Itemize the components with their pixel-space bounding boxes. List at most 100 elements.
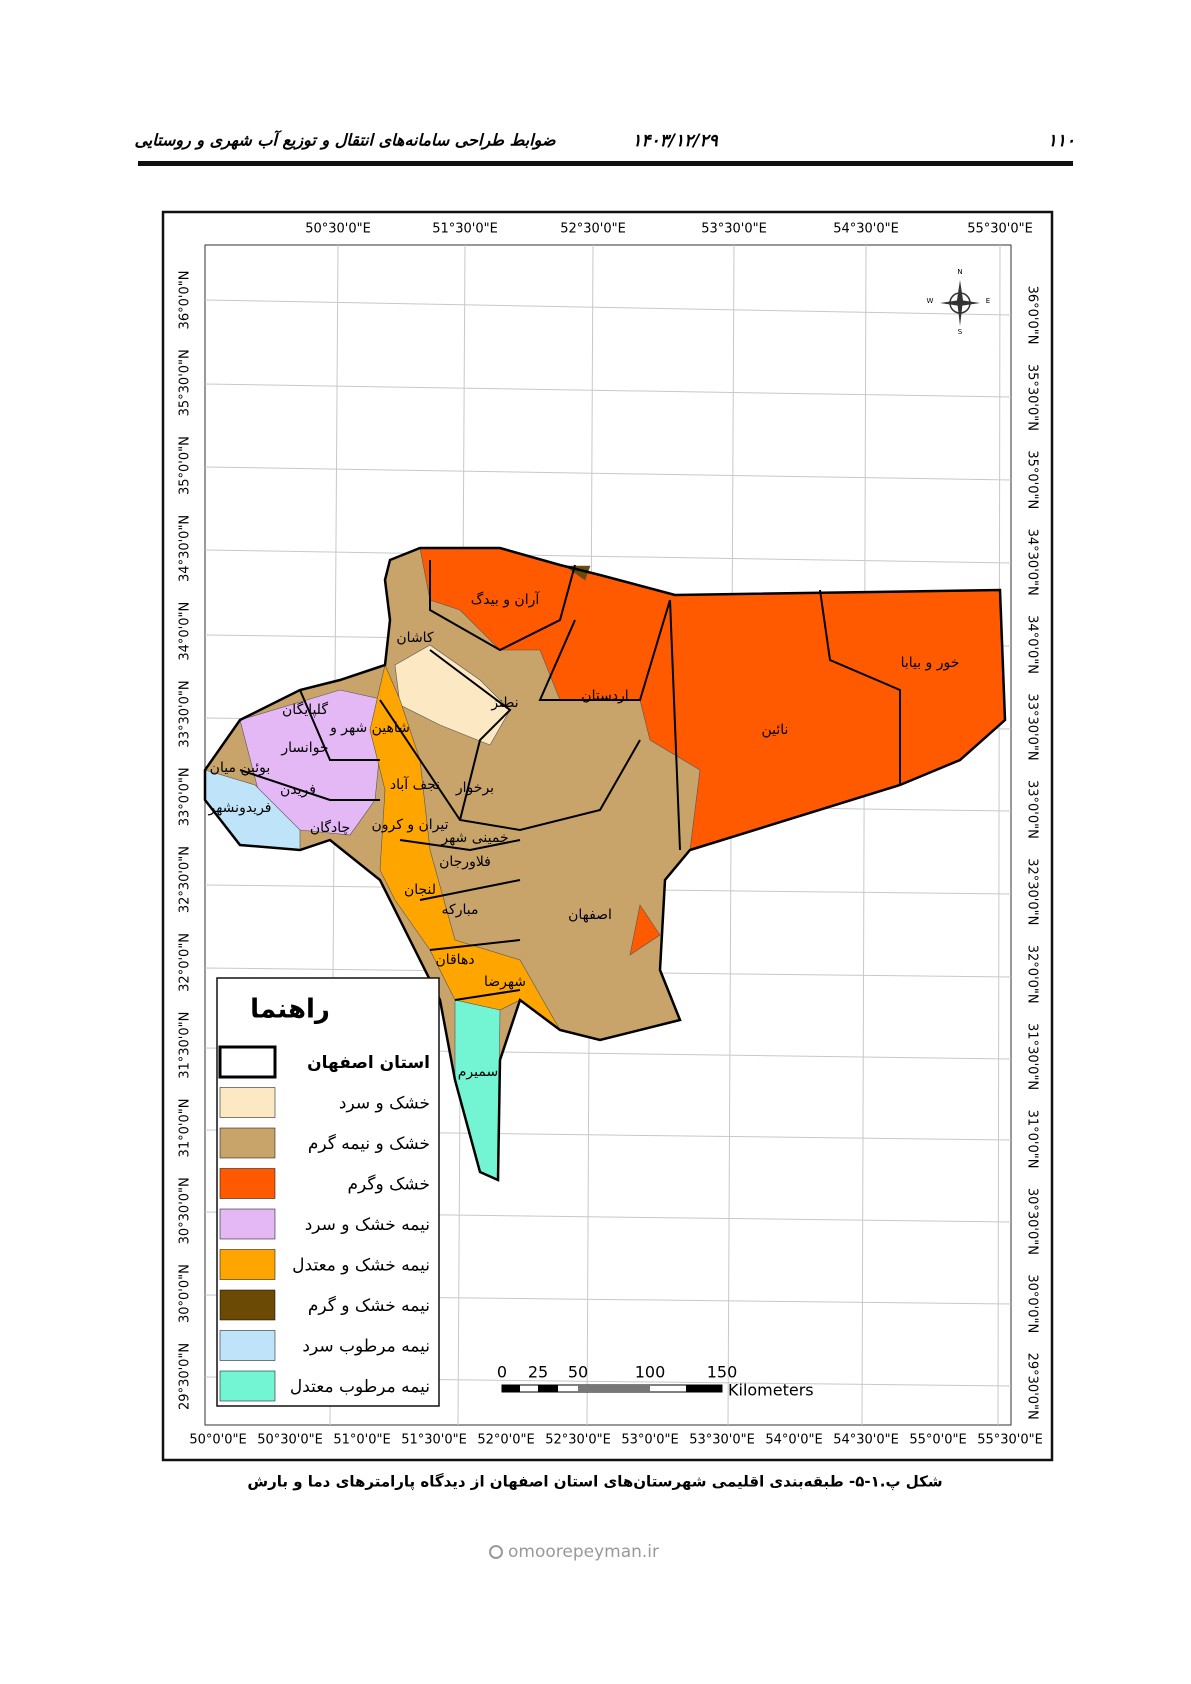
district-label: اردستان bbox=[581, 688, 628, 704]
legend-label: نیمه مرطوب سرد bbox=[302, 1337, 430, 1357]
right-tick-label: 31°0'0"N bbox=[1025, 1110, 1040, 1169]
right-tick-label: 34°0'0"N bbox=[1025, 615, 1040, 674]
legend-swatch bbox=[218, 1045, 277, 1079]
district-label: مبارکه bbox=[442, 902, 479, 918]
left-tick-label: 30°0'0"N bbox=[178, 1264, 193, 1323]
left-tick-label: 29°30'0"N bbox=[178, 1343, 193, 1410]
right-tick-label: 30°0'0"N bbox=[1025, 1274, 1040, 1333]
district-label: بوئین میان bbox=[210, 760, 271, 776]
district-label: شاهین شهر و bbox=[329, 720, 410, 736]
district-label: چادگان bbox=[310, 819, 350, 836]
scale-tick-label: 0 bbox=[497, 1363, 507, 1382]
top-tick-label: 54°30'0"E bbox=[833, 222, 899, 237]
district-label: خور و بیابا bbox=[901, 655, 960, 671]
district-label: آران و بیدگ bbox=[471, 590, 541, 608]
legend-swatch bbox=[219, 1330, 276, 1361]
district-borders bbox=[239, 560, 901, 1001]
district-label: فریدونشهر bbox=[208, 800, 272, 816]
district-label: لنجان bbox=[404, 882, 436, 898]
legend-label: خشک و نیمه گرم bbox=[308, 1133, 430, 1154]
right-tick-label: 30°30'0"N bbox=[1025, 1188, 1040, 1255]
district-label: دهاقان bbox=[435, 952, 474, 968]
left-tick-label: 34°0'0"N bbox=[178, 602, 193, 661]
bottom-tick-label: 50°30'0"E bbox=[257, 1433, 323, 1448]
right-tick-label: 33°0'0"N bbox=[1025, 780, 1040, 839]
right-tick-label: 32°0'0"N bbox=[1025, 945, 1040, 1004]
legend-label: استان اصفهان bbox=[307, 1053, 430, 1073]
district-label: سمیرم bbox=[458, 1064, 498, 1080]
legend-label: خشک و سرد bbox=[339, 1094, 430, 1114]
compass-label: E bbox=[986, 297, 990, 305]
left-tick-label: 34°30'0"N bbox=[178, 515, 193, 582]
district-label: خمینی شهر bbox=[440, 830, 508, 846]
bottom-tick-label: 54°30'0"E bbox=[833, 1433, 899, 1448]
right-tick-label: 31°30'0"N bbox=[1025, 1023, 1040, 1090]
top-tick-label: 55°30'0"E bbox=[967, 222, 1033, 237]
district-label: برخوار bbox=[455, 780, 494, 796]
top-tick-label: 52°30'0"E bbox=[560, 222, 626, 237]
right-tick-label: 29°30'0"N bbox=[1025, 1353, 1040, 1420]
right-tick-label: 36°0'0"N bbox=[1025, 286, 1040, 345]
legend-label: نیمه خشک و سرد bbox=[305, 1215, 430, 1235]
right-tick-label: 33°30'0"N bbox=[1025, 693, 1040, 760]
district-label: خوانسار bbox=[280, 740, 328, 756]
district-label: نطنز bbox=[490, 695, 518, 711]
scale-tick-label: 100 bbox=[635, 1363, 666, 1382]
left-tick-label: 30°30'0"N bbox=[178, 1177, 193, 1244]
left-tick-label: 32°30'0"N bbox=[178, 846, 193, 913]
right-tick-label: 35°30'0"N bbox=[1025, 364, 1040, 431]
district-label: فلاورجان bbox=[439, 854, 491, 870]
scale-tick-label: 50 bbox=[568, 1363, 588, 1382]
district-label: اصفهان bbox=[568, 907, 612, 923]
province-outline bbox=[203, 546, 1007, 1182]
bottom-tick-label: 51°30'0"E bbox=[401, 1433, 467, 1448]
right-tick-label: 34°30'0"N bbox=[1025, 529, 1040, 596]
district-label: گلپایگان bbox=[282, 701, 328, 718]
district-label: فریدن bbox=[280, 782, 316, 798]
legend-label: نیمه خشک و گرم bbox=[308, 1295, 430, 1316]
scale-tick-label: 150 bbox=[707, 1363, 738, 1382]
district-label: نائین bbox=[762, 722, 789, 738]
top-tick-label: 51°30'0"E bbox=[432, 222, 498, 237]
legend-label: خشک وگرم bbox=[347, 1174, 430, 1195]
watermark: omoorepeyman.ir bbox=[508, 1542, 659, 1562]
north-arrow bbox=[940, 280, 980, 326]
legend-swatch bbox=[219, 1087, 276, 1118]
compass-label: W bbox=[927, 297, 934, 305]
bottom-tick-label: 50°0'0"E bbox=[189, 1433, 246, 1448]
left-tick-label: 36°0'0"N bbox=[178, 271, 193, 330]
bottom-tick-label: 53°0'0"E bbox=[621, 1433, 678, 1448]
left-tick-label: 35°30'0"N bbox=[178, 349, 193, 416]
scale-unit: Kilometers bbox=[728, 1381, 814, 1400]
watermark-icon bbox=[489, 1545, 503, 1559]
legend-swatch bbox=[219, 1249, 276, 1280]
legend-swatch bbox=[219, 1289, 276, 1321]
legend-label: نیمه خشک و معتدل bbox=[292, 1256, 430, 1276]
right-tick-label: 32°30'0"N bbox=[1025, 858, 1040, 925]
left-tick-label: 33°0'0"N bbox=[178, 767, 193, 826]
bottom-tick-label: 52°30'0"E bbox=[545, 1433, 611, 1448]
header-title: ضوابط طراحی سامانه‌های انتقال و توزیع آب… bbox=[134, 130, 555, 151]
district-label: تیران و کرون bbox=[371, 817, 448, 833]
legend-label: نیمه مرطوب معتدل bbox=[290, 1377, 430, 1397]
header-rule bbox=[138, 161, 1073, 166]
top-tick-label: 53°30'0"E bbox=[701, 222, 767, 237]
right-tick-label: 35°0'0"N bbox=[1025, 450, 1040, 509]
left-tick-label: 33°30'0"N bbox=[178, 680, 193, 747]
top-tick-label: 50°30'0"E bbox=[305, 222, 371, 237]
left-tick-label: 32°0'0"N bbox=[178, 933, 193, 992]
legend-swatch bbox=[219, 1127, 276, 1159]
bottom-tick-label: 53°30'0"E bbox=[689, 1433, 755, 1448]
header-date: ۱۴۰۳/۱۲/۲۹ bbox=[632, 131, 718, 151]
district-label: کاشان bbox=[396, 630, 434, 646]
legend-swatch bbox=[219, 1370, 276, 1402]
legend-title: راهنما bbox=[250, 995, 330, 1025]
bottom-tick-label: 52°0'0"E bbox=[477, 1433, 534, 1448]
bottom-tick-label: 55°0'0"E bbox=[909, 1433, 966, 1448]
scale-bar bbox=[501, 1384, 723, 1393]
left-tick-label: 35°0'0"N bbox=[178, 436, 193, 495]
left-tick-label: 31°0'0"N bbox=[178, 1099, 193, 1158]
district-label: شهرضا bbox=[484, 974, 526, 990]
